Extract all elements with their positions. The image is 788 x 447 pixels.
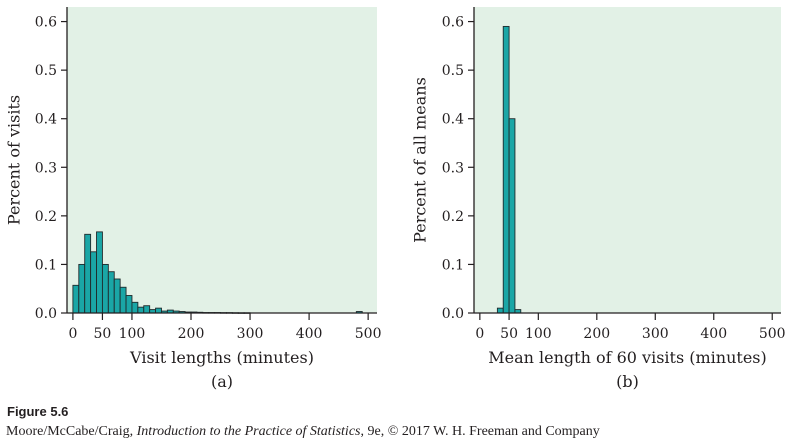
y-axis-label: Percent of visits <box>5 95 24 225</box>
plot-area <box>67 7 377 313</box>
y-tick-label: 0.2 <box>442 209 464 225</box>
figure-title: Figure 5.6 <box>7 404 69 419</box>
y-tick-label: 0.0 <box>442 306 464 322</box>
figure-credit: Moore/McCabe/Craig, Introduction to the … <box>6 424 600 440</box>
histogram-bar <box>131 301 139 314</box>
histogram-bar <box>96 231 103 314</box>
x-tick-label: 0 <box>68 326 77 342</box>
credit-book-title: Introduction to the Practice of Statisti… <box>136 424 361 439</box>
histogram-bar <box>119 286 127 314</box>
x-tick-label: 0 <box>475 326 484 342</box>
credit-edition: , 9e, © 2017 W. H. Freeman and Company <box>360 424 600 439</box>
histogram-bar <box>101 263 109 314</box>
x-tick-label: 400 <box>296 326 323 342</box>
histogram-bar <box>125 295 133 314</box>
y-tick-label: 0.4 <box>442 112 464 128</box>
x-tick-label: 50 <box>94 326 112 342</box>
x-tick-label: 100 <box>525 326 552 342</box>
x-tick-label: 300 <box>237 326 264 342</box>
y-tick-label: 0.0 <box>35 306 57 322</box>
y-tick-label: 0.5 <box>442 63 464 79</box>
histogram-bar <box>78 263 86 314</box>
histogram-bar <box>143 305 151 314</box>
y-tick-label: 0.4 <box>35 112 57 128</box>
x-tick-label: 500 <box>759 326 786 342</box>
y-tick-label: 0.6 <box>35 15 57 31</box>
histogram-bar <box>90 251 97 314</box>
histogram-panel-b: 0.0 0.1 0.2 0.3 0.4 0.5 0.6 0 50 100 200 300 400 500 M… <box>411 7 786 391</box>
histogram-bar <box>107 271 115 314</box>
x-axis-label: Mean length of 60 visits (minutes) <box>488 348 767 367</box>
plot-area <box>474 7 781 313</box>
histogram-bar <box>508 118 516 314</box>
y-tick-label: 0.5 <box>35 63 57 79</box>
x-tick-label: 500 <box>355 326 382 342</box>
histogram-bar <box>84 233 92 314</box>
histogram-bar <box>113 278 121 314</box>
histogram-bar <box>155 307 162 314</box>
histogram-bar <box>72 284 80 314</box>
x-tick-label: 200 <box>178 326 205 342</box>
x-tick-label: 50 <box>500 326 518 342</box>
y-tick-label: 0.3 <box>442 160 464 176</box>
y-tick-label: 0.6 <box>442 15 464 31</box>
y-tick-label: 0.1 <box>35 257 57 273</box>
y-tick-label: 0.2 <box>35 209 57 225</box>
x-tick-label: 300 <box>642 326 669 342</box>
figure-5-6: 0.00.10.20.30.40.50.60 50 100 200 300 400 500V… <box>5 7 786 391</box>
histogram-bar <box>502 25 510 314</box>
credit-authors: Moore/McCabe/Craig, <box>6 424 137 439</box>
x-tick-label: 200 <box>583 326 610 342</box>
y-tick-label: 0.1 <box>442 257 464 273</box>
histogram-bar <box>496 307 504 314</box>
x-axis-label: Visit lengths (minutes) <box>129 348 314 367</box>
x-tick-label: 400 <box>700 326 727 342</box>
panel-label: (b) <box>616 372 639 391</box>
histogram-panel-a: 0.0 0.1 0.2 0.3 0.4 0.5 0.6 0 50 100 200 300 400 500 V… <box>5 7 382 391</box>
x-tick-label: 100 <box>119 326 146 342</box>
panel-label: (a) <box>211 372 233 391</box>
y-tick-label: 0.3 <box>35 160 57 176</box>
y-axis-label: Percent of all means <box>411 77 430 243</box>
histogram-bar <box>137 306 145 314</box>
